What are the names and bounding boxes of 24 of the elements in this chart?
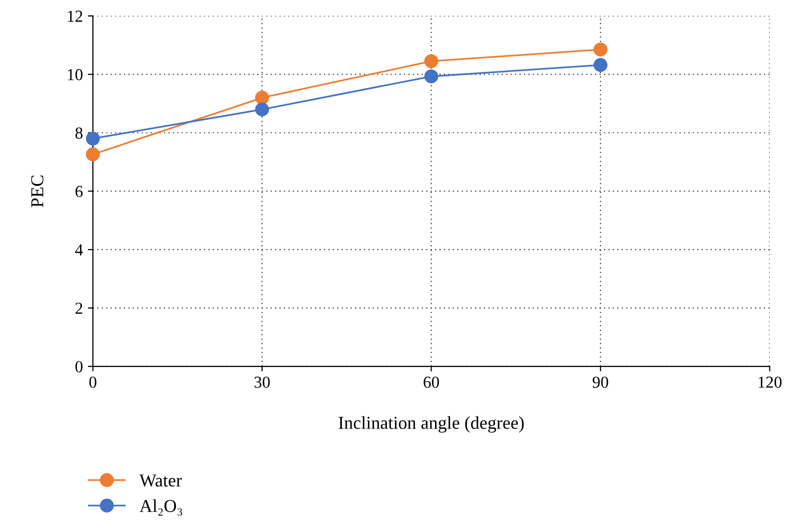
point [594, 58, 608, 72]
x-tick-label: 120 [758, 376, 782, 388]
y-tick-label: 2 [76, 302, 82, 314]
x-tick-label: 90 [592, 376, 608, 388]
point [594, 42, 608, 56]
x-tick-label: 30 [254, 376, 270, 388]
x-tick-label: 0 [89, 376, 96, 388]
point [424, 54, 438, 68]
y-tick-label: 6 [76, 186, 83, 198]
x-tick-label: 60 [424, 376, 439, 388]
point [255, 102, 270, 116]
x-axis-title: Inclination angle (degree) [338, 416, 524, 433]
point [86, 132, 100, 146]
point [255, 90, 270, 105]
y-tick-label: 10 [68, 69, 83, 80]
legend-label: Al₂O₃ [140, 499, 182, 516]
legend-label: Water [139, 474, 182, 487]
y-tick-label: 12 [68, 10, 82, 22]
point [86, 147, 100, 162]
y-tick-label: 0 [75, 361, 83, 372]
y-tick-label: 8 [75, 127, 83, 139]
y-tick-label: 4 [75, 244, 83, 256]
y-axis-title: PEC [31, 176, 44, 208]
point [424, 69, 438, 84]
